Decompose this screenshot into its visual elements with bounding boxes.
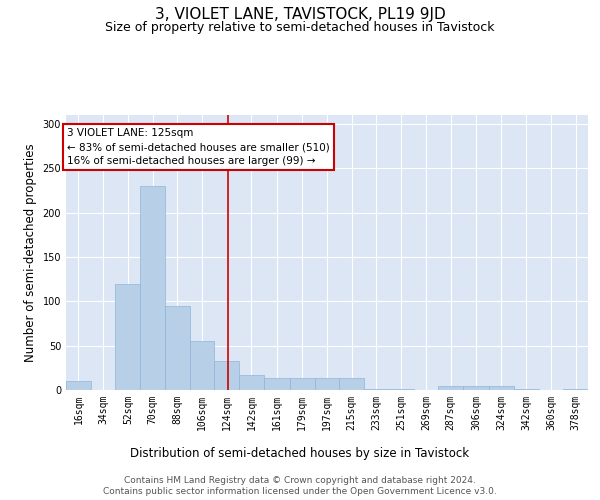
Text: Contains HM Land Registry data © Crown copyright and database right 2024.: Contains HM Land Registry data © Crown c…	[124, 476, 476, 485]
Bar	[489, 386, 514, 390]
Bar	[514, 389, 539, 390]
Bar	[438, 386, 463, 390]
Bar	[364, 389, 389, 390]
Bar	[290, 378, 314, 390]
Bar	[463, 386, 489, 390]
Bar	[389, 389, 413, 390]
Bar	[66, 381, 91, 390]
Text: Contains public sector information licensed under the Open Government Licence v3: Contains public sector information licen…	[103, 488, 497, 496]
Bar	[340, 378, 364, 390]
Bar	[214, 360, 239, 390]
Bar	[165, 306, 190, 390]
Text: 3, VIOLET LANE, TAVISTOCK, PL19 9JD: 3, VIOLET LANE, TAVISTOCK, PL19 9JD	[155, 8, 445, 22]
Text: Size of property relative to semi-detached houses in Tavistock: Size of property relative to semi-detach…	[105, 21, 495, 34]
Text: 3 VIOLET LANE: 125sqm
← 83% of semi-detached houses are smaller (510)
16% of sem: 3 VIOLET LANE: 125sqm ← 83% of semi-deta…	[67, 128, 330, 166]
Bar	[190, 341, 214, 390]
Bar	[264, 378, 290, 390]
Text: Distribution of semi-detached houses by size in Tavistock: Distribution of semi-detached houses by …	[130, 448, 470, 460]
Bar	[115, 284, 140, 390]
Y-axis label: Number of semi-detached properties: Number of semi-detached properties	[24, 143, 37, 362]
Bar	[314, 378, 340, 390]
Bar	[140, 186, 165, 390]
Bar	[239, 375, 264, 390]
Bar	[563, 389, 588, 390]
